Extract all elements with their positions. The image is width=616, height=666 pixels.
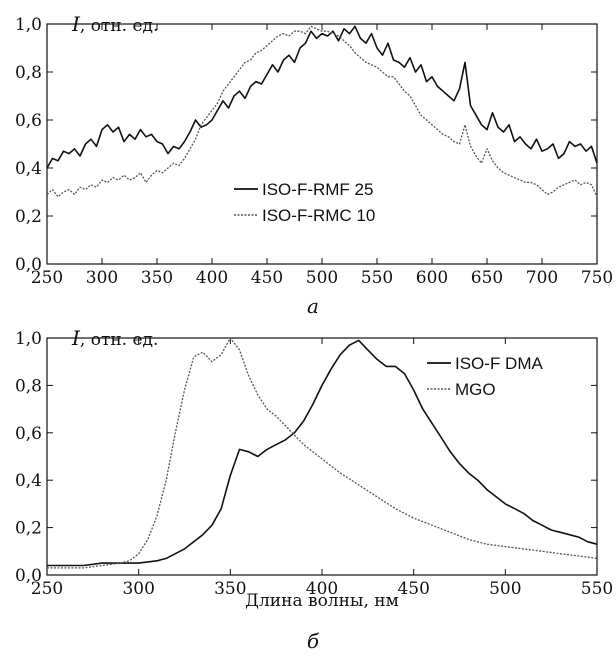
y-axis-symbol-b: I — [71, 326, 81, 350]
x-tick-label: 400 — [196, 268, 228, 288]
x-tick-label: 550 — [361, 268, 393, 288]
y-axis-units-b: , отн. ед. — [80, 330, 159, 350]
x-tick-label: 550 — [581, 579, 613, 599]
y-axis-units-a: , отн. ед. — [80, 16, 159, 36]
x-tick-label: 400 — [306, 579, 338, 599]
x-tick-label: 500 — [306, 268, 338, 288]
x-tick-label: 300 — [122, 579, 154, 599]
y-tick-label: 0,8 — [15, 63, 42, 83]
x-tick-label: 300 — [86, 268, 118, 288]
x-tick-label: 350 — [141, 268, 173, 288]
y-tick-label: 0,8 — [15, 376, 42, 396]
series-line-iso-f-rmf-25 — [46, 25, 598, 169]
y-tick-label: 1,0 — [15, 329, 42, 349]
plot-frame-a — [46, 23, 598, 265]
x-tick-label: 750 — [581, 268, 613, 288]
series-group-b — [47, 337, 598, 569]
legend-label-rmc: ISO-F-RMC 10 — [262, 206, 375, 225]
axes-a: 250 300 350 400 450 500 550 600 650 700 750 0,0 0,2 0… — [15, 15, 613, 288]
x-tick-label: 250 — [31, 268, 63, 288]
panel-label-a: а — [307, 294, 319, 318]
x-axis-label-b: Длина волны, нм — [245, 591, 399, 611]
legend-label-rmf: ISO-F-RMF 25 — [262, 180, 373, 199]
plot-frame-b — [46, 337, 598, 576]
axes-b: 250 300 350 400 450 500 550 0,0 0,2 0,4 0,6 0,8 1,0 — [15, 329, 613, 599]
x-tick-label: 600 — [416, 268, 448, 288]
legend-label-dma: ISO-F DMA — [455, 354, 543, 373]
y-tick-label: 0,0 — [15, 566, 42, 586]
y-tick-label: 0,0 — [15, 255, 42, 275]
series-line-iso-f-rmc-10 — [46, 25, 598, 198]
series-line-mgo — [47, 337, 598, 569]
x-tick-label: 700 — [526, 268, 558, 288]
panel-b: 250 300 350 400 450 500 5500,00,20,40,60,81,0 … — [15, 326, 613, 653]
panel-label-b: б — [307, 629, 320, 653]
x-tick-label: 450 — [251, 268, 283, 288]
legend-a: ISO-F-RMF 25 ISO-F-RMC 10 — [234, 180, 375, 225]
series-group-a — [46, 25, 598, 198]
y-tick-label: 0,2 — [15, 207, 42, 227]
y-tick-label: 0,6 — [15, 111, 42, 131]
legend-label-mgo: MGO — [455, 380, 496, 399]
y-tick-label: 0,4 — [15, 471, 42, 491]
y-tick-label: 0,2 — [15, 519, 42, 539]
x-tick-label: 350 — [214, 579, 246, 599]
y-tick-label: 1,0 — [15, 15, 42, 35]
y-axis-label-a: I, отн. ед. — [71, 12, 158, 36]
legend-b: ISO-F DMA MGO — [427, 354, 543, 399]
x-tick-label: 450 — [397, 579, 429, 599]
y-axis-label-b: I, отн. ед. — [71, 326, 158, 350]
y-tick-label: 0,6 — [15, 424, 42, 444]
y-tick-label: 0,4 — [15, 159, 42, 179]
x-tick-label: 250 — [31, 579, 63, 599]
x-tick-label: 650 — [471, 268, 503, 288]
series-line-iso-f-dma — [47, 339, 598, 567]
x-tick-label: 500 — [489, 579, 521, 599]
panel-a: 250 300 350 400 450 500 550 600 650 700 750 0,0 0,2 0… — [15, 12, 613, 318]
y-axis-symbol-a: I — [71, 12, 81, 36]
